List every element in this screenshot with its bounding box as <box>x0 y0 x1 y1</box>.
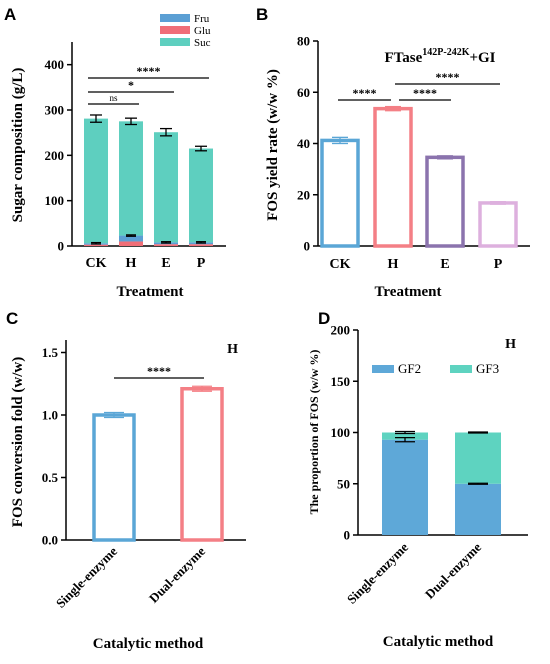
panel-b-title: FTase142P-242K+GI <box>384 47 495 66</box>
panel-b-category-label: E <box>440 257 449 272</box>
panel-a-significance-label: * <box>128 78 134 92</box>
panel-a-category-label: CK <box>86 256 107 271</box>
panel-d-category-label: Dual-enzyme <box>422 539 484 601</box>
panel-c-y-tick-label: 0.5 <box>42 470 59 485</box>
panel-b-y-tick-label: 60 <box>297 85 310 100</box>
panel-d-y-tick-label: 100 <box>331 425 351 440</box>
panel-a-legend-label: Glu <box>194 25 211 37</box>
panel-a-y-tick-label: 100 <box>45 193 65 208</box>
panel-a-bar-suc <box>84 118 108 244</box>
panel-a-legend-label: Fru <box>194 13 210 25</box>
panel-d-legend-label: GF2 <box>398 361 421 376</box>
panel-c-category-label: Single-enzyme <box>53 543 120 610</box>
panel-letter-c: C <box>6 309 18 328</box>
panel-a-ylabel: Sugar composition (g/L) <box>10 68 26 223</box>
panel-a-bar-suc <box>154 132 178 243</box>
panel-b-title-main: FTase <box>384 50 422 66</box>
panel-b-significance-label: **** <box>436 70 460 84</box>
panel-a-significance-label: ns <box>109 93 118 103</box>
panel-c-corner-label: H <box>227 342 238 357</box>
panel-letter-b: B <box>256 5 268 24</box>
panel-c-y-tick-label: 1.5 <box>42 345 59 360</box>
panel-c-ylabel: FOS conversion fold (w/w) <box>10 357 26 527</box>
panel-b-bar <box>373 106 413 248</box>
panel-d-legend-label: GF3 <box>476 361 499 376</box>
panel-c-bar <box>92 413 136 542</box>
panel-a-y-tick-label: 200 <box>45 148 65 163</box>
panel-a-category-label: E <box>161 256 170 271</box>
chart-panel-b: FTase142P-242K+GI FOS yield rate (w/w %)… <box>265 34 530 300</box>
panel-c-bar <box>180 387 224 542</box>
panel-d-legend-swatch <box>372 365 394 373</box>
panel-a-significance-label: **** <box>137 64 161 78</box>
panel-a-bar-glu <box>154 244 178 246</box>
panel-d-xlabel: Catalytic method <box>383 634 494 650</box>
panel-a-category-label: P <box>197 256 206 271</box>
panel-a-legend-swatch <box>160 14 190 22</box>
panel-d-ylabel: The proportion of FOS (w/w %) <box>307 350 321 515</box>
panel-b-category-label: H <box>388 257 399 272</box>
panel-a-legend-swatch <box>160 38 190 46</box>
panel-d-y-tick-label: 0 <box>344 528 351 543</box>
panel-a-bar-glu <box>189 244 213 246</box>
panel-d-bar-gf2 <box>382 439 428 535</box>
panel-a-y-tick-label: 0 <box>58 239 65 254</box>
panel-a-bar-glu <box>84 244 108 246</box>
panel-d-bar-gf3 <box>382 432 428 440</box>
panel-d-legend-swatch <box>450 365 472 373</box>
panel-letter-a: A <box>4 5 16 24</box>
panel-b-significance-label: **** <box>413 86 437 100</box>
chart-panel-d: H The proportion of FOS (w/w %) Catalyti… <box>307 323 528 650</box>
panel-b-xlabel: Treatment <box>375 284 442 300</box>
panel-a-legend-label: Suc <box>194 37 211 49</box>
panel-b-bar <box>425 155 465 248</box>
panel-d-bar-gf2 <box>455 483 501 535</box>
panel-a-bar-suc <box>119 121 143 236</box>
panel-a-bar-suc <box>189 148 213 243</box>
panel-a-bar-glu <box>119 241 143 246</box>
panel-b-category-label: CK <box>330 257 351 272</box>
chart-panel-a: Sugar composition (g/L) Treatment FruGlu… <box>10 13 226 300</box>
panel-c-y-tick-label: 1.0 <box>42 408 58 423</box>
panel-d-y-tick-label: 50 <box>337 476 350 491</box>
panel-d-y-tick-label: 150 <box>331 374 351 389</box>
panel-b-title-sup: 142P-242K <box>422 47 469 58</box>
panel-d-y-tick-label: 200 <box>331 323 351 338</box>
panel-d-bar-gf3 <box>455 432 501 484</box>
panel-c-y-tick-label: 0.0 <box>42 533 58 548</box>
panel-b-y-tick-label: 80 <box>297 34 310 49</box>
panel-c-xlabel: Catalytic method <box>93 636 204 652</box>
panel-a-y-tick-label: 300 <box>45 103 65 118</box>
panel-b-significance-label: **** <box>353 86 377 100</box>
chart-panel-c: H FOS conversion fold (w/w) Catalytic me… <box>10 340 246 652</box>
panel-c-significance-label: **** <box>147 364 171 378</box>
panel-b-category-label: P <box>494 257 503 272</box>
panel-b-ylabel: FOS yield rate (w/w %) <box>265 69 281 221</box>
panel-a-xlabel: Treatment <box>117 284 184 300</box>
panel-b-title-tail: +GI <box>469 50 495 66</box>
panel-a-category-label: H <box>126 256 137 271</box>
panel-b-bar <box>478 201 518 248</box>
panel-d-corner-label: H <box>505 337 516 352</box>
panel-b-y-tick-label: 20 <box>297 187 310 202</box>
panel-a-bar-fru <box>119 235 143 242</box>
panel-a-legend-swatch <box>160 26 190 34</box>
panel-b-bar <box>320 138 360 248</box>
panel-b-y-tick-label: 0 <box>304 239 311 254</box>
panel-d-category-label: Single-enzyme <box>344 539 411 606</box>
panel-a-y-tick-label: 400 <box>45 57 65 72</box>
panel-b-y-tick-label: 40 <box>297 136 310 151</box>
panel-c-category-label: Dual-enzyme <box>146 543 208 605</box>
panel-letter-d: D <box>318 309 330 328</box>
